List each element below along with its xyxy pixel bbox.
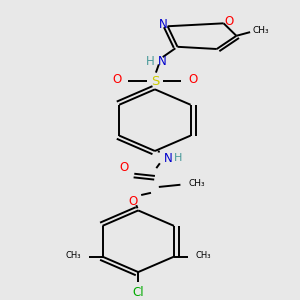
Text: H: H xyxy=(174,153,183,163)
Text: O: O xyxy=(224,15,233,28)
Text: Cl: Cl xyxy=(132,286,144,299)
Text: O: O xyxy=(119,161,128,174)
Text: N: N xyxy=(158,18,167,31)
Text: CH₃: CH₃ xyxy=(196,251,211,260)
Text: O: O xyxy=(112,73,121,86)
Text: O: O xyxy=(189,73,198,86)
Text: O: O xyxy=(129,195,138,208)
Text: N: N xyxy=(158,55,166,68)
Text: N: N xyxy=(164,152,173,165)
Text: H: H xyxy=(146,55,154,68)
Text: CH₃: CH₃ xyxy=(253,26,269,35)
Text: CH₃: CH₃ xyxy=(65,251,81,260)
Text: CH₃: CH₃ xyxy=(189,179,206,188)
Text: S: S xyxy=(151,75,159,88)
